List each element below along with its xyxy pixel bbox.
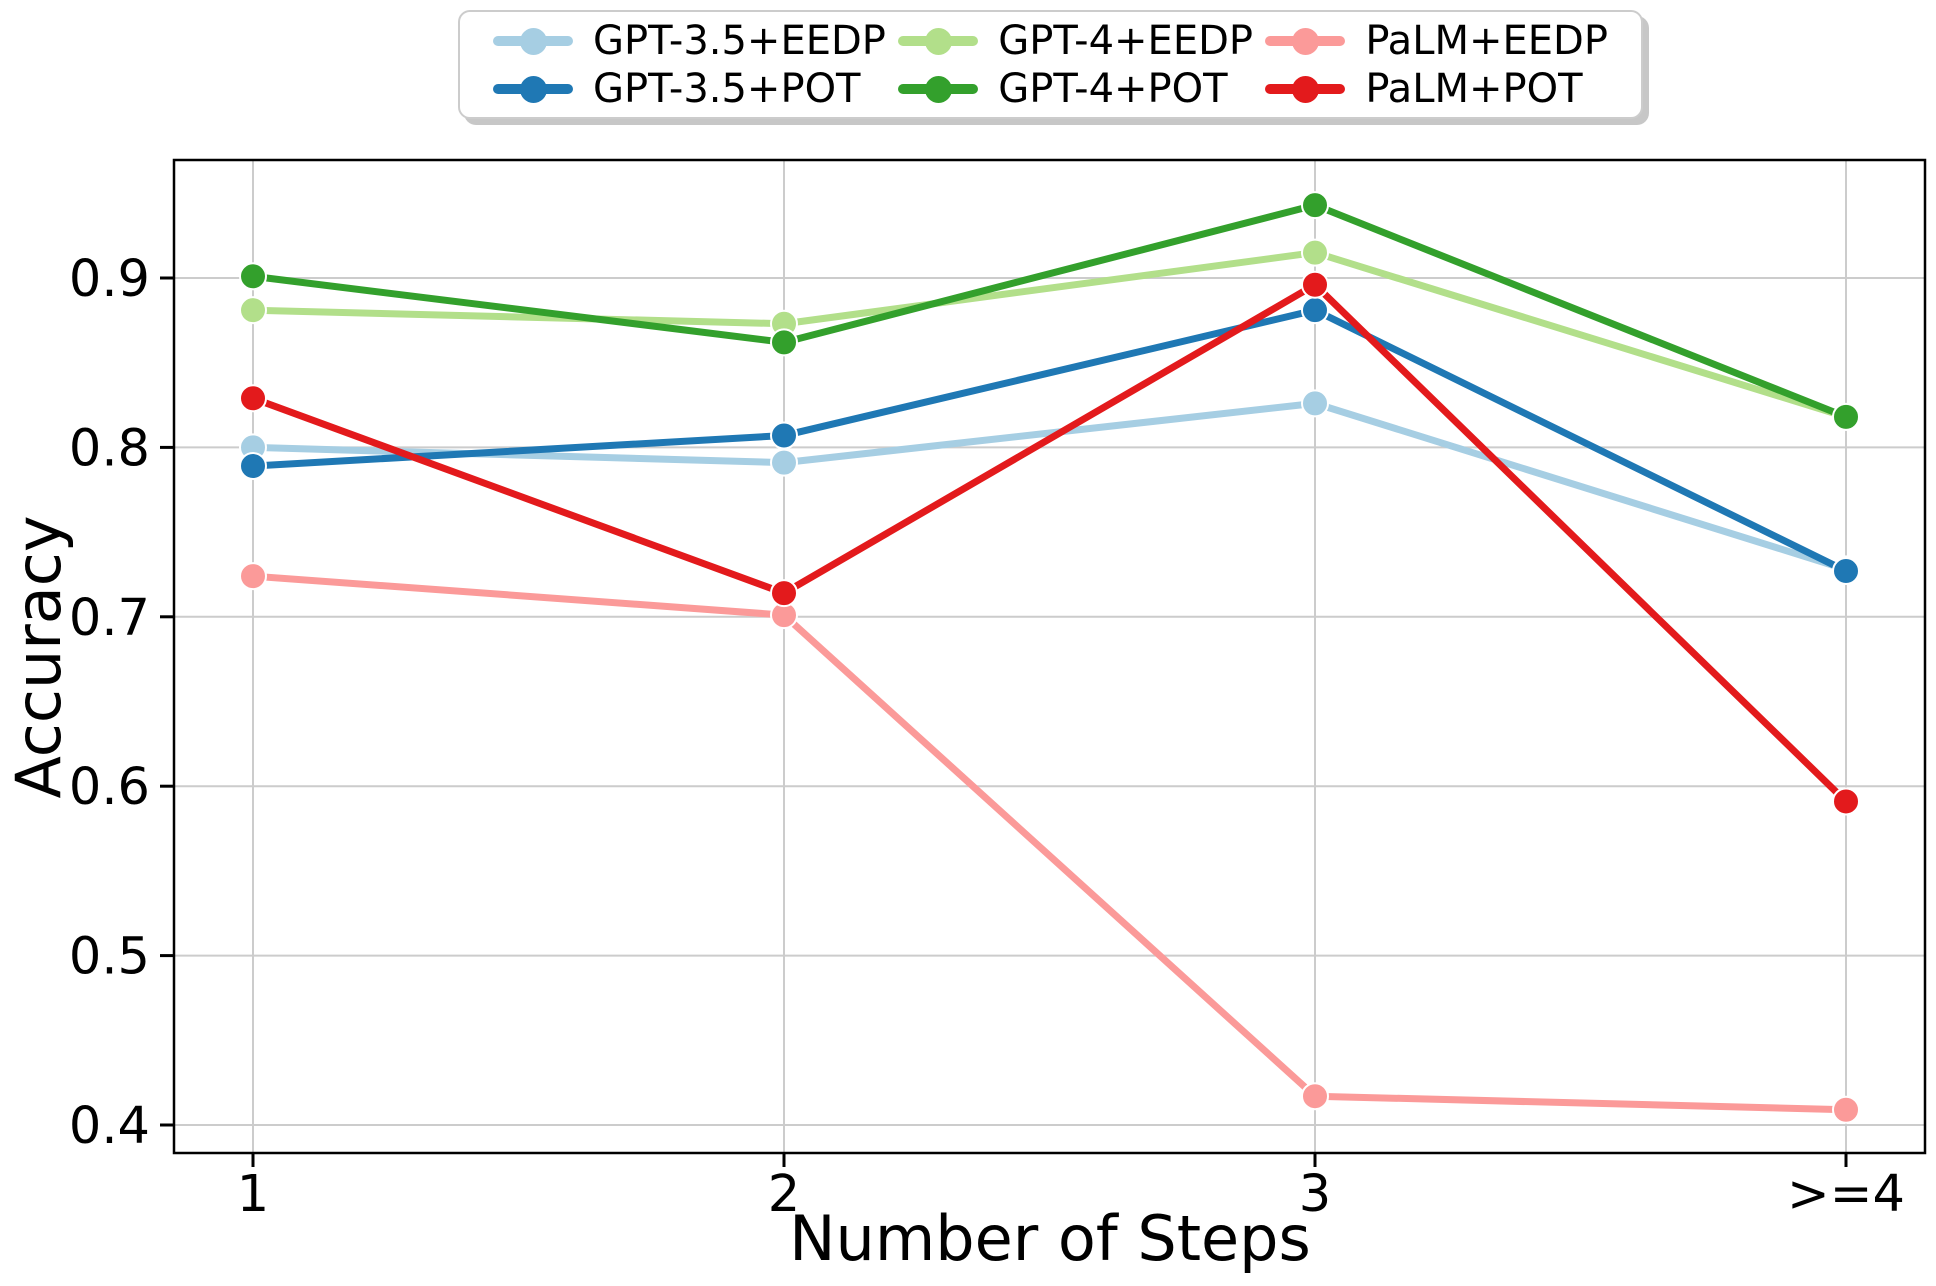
data-point-GPT-4+POT xyxy=(239,262,267,291)
x-tick-label: 3 xyxy=(1299,1165,1331,1224)
data-point-GPT-4+POT xyxy=(770,328,798,357)
data-point-GPT-4+POT xyxy=(1301,191,1329,220)
legend-dot xyxy=(925,27,953,55)
legend-item-palm-eedp: PaLM+EEDP xyxy=(1265,19,1608,63)
chart-legend: GPT-3.5+EEDP GPT-4+EEDP PaLM+EEDP GPT-3.… xyxy=(458,10,1643,119)
data-point-GPT-4+EEDP xyxy=(1301,238,1329,267)
data-point-PaLM+EEDP xyxy=(1301,1082,1329,1111)
legend-line-marker-icon xyxy=(1265,24,1346,58)
data-point-PaLM+POT xyxy=(239,384,267,413)
series-line-GPT-4+POT xyxy=(249,201,1850,421)
legend-line-marker-icon xyxy=(898,24,979,58)
legend-dot xyxy=(1292,75,1320,103)
data-point-GPT-3.5+POT xyxy=(1301,296,1329,325)
data-point-GPT-3.5+POT xyxy=(1832,557,1860,586)
x-tick-label: 2 xyxy=(768,1165,800,1224)
y-tick-label: 0.4 xyxy=(69,1097,150,1156)
legend-label: PaLM+POT xyxy=(1365,65,1583,112)
series-line-GPT-3.5+EEDP xyxy=(249,399,1850,573)
legend-line-marker-icon xyxy=(493,72,573,106)
legend-line-marker-icon xyxy=(493,24,573,58)
legend-label: PaLM+EEDP xyxy=(1365,17,1608,64)
legend-item-gpt4-eedp: GPT-4+EEDP xyxy=(898,19,1253,63)
series-line-PaLM+POT xyxy=(249,281,1850,805)
legend-label: GPT-3.5+EEDP xyxy=(593,17,886,64)
x-tick-label: >=4 xyxy=(1787,1165,1905,1224)
y-tick-label: 0.9 xyxy=(69,250,150,309)
legend-dot xyxy=(1292,27,1320,55)
legend-line-marker-icon xyxy=(1265,72,1346,106)
x-tick-label: 1 xyxy=(237,1165,269,1224)
data-point-GPT-3.5+POT xyxy=(770,421,798,450)
legend-item-gpt35-eedp: GPT-3.5+EEDP xyxy=(493,19,886,63)
data-point-PaLM+POT xyxy=(770,579,798,608)
series-line-GPT-4+EEDP xyxy=(249,249,1850,421)
y-tick-label: 0.6 xyxy=(69,758,150,817)
x-axis-label: Number of Steps xyxy=(789,1202,1311,1275)
plot-border xyxy=(172,158,1927,1155)
legend-dot xyxy=(520,75,547,103)
data-point-GPT-4+EEDP xyxy=(239,296,267,325)
legend-label: GPT-4+EEDP xyxy=(998,17,1254,64)
data-point-GPT-4+POT xyxy=(1832,402,1860,431)
series-line-PaLM+EEDP xyxy=(249,572,1850,1114)
legend-line-marker-icon xyxy=(898,72,979,106)
legend-item-palm-pot: PaLM+POT xyxy=(1265,67,1608,111)
data-point-PaLM+POT xyxy=(1301,270,1329,299)
legend-label: GPT-4+POT xyxy=(998,65,1228,112)
legend-item-gpt4-pot: GPT-4+POT xyxy=(898,67,1253,111)
y-axis-label: Accuracy xyxy=(2,515,75,798)
data-point-PaLM+EEDP xyxy=(1832,1095,1860,1124)
y-tick-label: 0.5 xyxy=(69,928,150,987)
y-tick-label: 0.7 xyxy=(69,589,150,648)
legend-item-gpt35-pot: GPT-3.5+POT xyxy=(493,67,886,111)
data-point-GPT-3.5+POT xyxy=(239,452,267,481)
legend-dot xyxy=(520,27,547,55)
data-point-GPT-3.5+EEDP xyxy=(770,448,798,477)
data-point-PaLM+POT xyxy=(1832,787,1860,816)
plot-area: 0.4 0.5 0.6 0.7 0.8 0.9 1 2 3 >=4 xyxy=(69,158,1927,1224)
legend-label: GPT-3.5+POT xyxy=(593,65,861,112)
data-point-GPT-3.5+EEDP xyxy=(1301,389,1329,418)
data-point-PaLM+EEDP xyxy=(239,562,267,591)
series-line-GPT-3.5+POT xyxy=(249,306,1850,575)
y-tick-label: 0.8 xyxy=(69,419,150,478)
legend-dot xyxy=(925,75,953,103)
